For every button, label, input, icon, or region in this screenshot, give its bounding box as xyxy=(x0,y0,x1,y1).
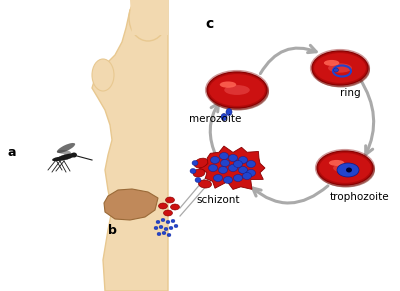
Text: merozoite: merozoite xyxy=(189,114,241,124)
Ellipse shape xyxy=(195,178,201,182)
Ellipse shape xyxy=(224,177,232,184)
FancyArrowPatch shape xyxy=(260,45,316,74)
Ellipse shape xyxy=(220,159,230,166)
Ellipse shape xyxy=(207,74,269,111)
Ellipse shape xyxy=(174,224,178,228)
Ellipse shape xyxy=(238,157,248,164)
Text: ring: ring xyxy=(340,88,360,98)
Ellipse shape xyxy=(161,218,165,222)
Ellipse shape xyxy=(167,233,171,237)
Ellipse shape xyxy=(228,164,238,171)
Ellipse shape xyxy=(193,169,205,177)
Text: schizont: schizont xyxy=(196,195,240,205)
Ellipse shape xyxy=(312,52,370,88)
Ellipse shape xyxy=(164,227,168,231)
Polygon shape xyxy=(104,189,158,220)
Ellipse shape xyxy=(129,0,167,41)
Ellipse shape xyxy=(234,161,242,168)
FancyArrowPatch shape xyxy=(210,103,219,157)
Ellipse shape xyxy=(154,226,158,230)
Ellipse shape xyxy=(164,210,172,216)
Ellipse shape xyxy=(238,166,248,173)
Ellipse shape xyxy=(337,163,359,177)
Ellipse shape xyxy=(208,164,218,171)
Ellipse shape xyxy=(158,203,168,209)
Ellipse shape xyxy=(92,59,114,91)
Polygon shape xyxy=(199,146,265,189)
Polygon shape xyxy=(130,0,168,35)
Ellipse shape xyxy=(194,158,208,168)
Ellipse shape xyxy=(333,163,357,173)
Ellipse shape xyxy=(220,81,236,88)
Ellipse shape xyxy=(317,151,373,185)
Ellipse shape xyxy=(157,232,161,236)
Ellipse shape xyxy=(192,161,198,166)
Ellipse shape xyxy=(169,226,173,230)
Ellipse shape xyxy=(57,150,71,154)
Polygon shape xyxy=(92,0,168,291)
Ellipse shape xyxy=(334,68,338,72)
Ellipse shape xyxy=(162,231,166,235)
Text: a: a xyxy=(7,146,16,159)
Ellipse shape xyxy=(198,180,212,188)
Ellipse shape xyxy=(214,175,222,182)
Ellipse shape xyxy=(226,109,232,116)
Ellipse shape xyxy=(210,157,220,164)
Ellipse shape xyxy=(71,152,77,157)
Ellipse shape xyxy=(57,143,75,153)
Text: trophozoite: trophozoite xyxy=(330,192,390,202)
Ellipse shape xyxy=(166,220,170,224)
Ellipse shape xyxy=(171,219,175,223)
Ellipse shape xyxy=(312,51,368,85)
Ellipse shape xyxy=(220,152,228,159)
Ellipse shape xyxy=(328,63,352,73)
FancyArrowPatch shape xyxy=(360,78,374,155)
Ellipse shape xyxy=(52,157,64,161)
Ellipse shape xyxy=(329,160,344,166)
Text: b: b xyxy=(108,223,117,237)
Ellipse shape xyxy=(156,220,160,224)
Ellipse shape xyxy=(207,72,267,108)
Text: c: c xyxy=(205,17,213,31)
Ellipse shape xyxy=(317,152,375,187)
Ellipse shape xyxy=(57,154,75,160)
Ellipse shape xyxy=(221,113,227,120)
Ellipse shape xyxy=(190,168,196,173)
Ellipse shape xyxy=(246,169,256,177)
Ellipse shape xyxy=(234,175,242,182)
FancyArrowPatch shape xyxy=(253,186,328,203)
Ellipse shape xyxy=(159,225,163,229)
Ellipse shape xyxy=(242,173,252,180)
Ellipse shape xyxy=(346,168,352,173)
Ellipse shape xyxy=(218,166,228,173)
Ellipse shape xyxy=(166,197,174,203)
Ellipse shape xyxy=(170,204,180,210)
Ellipse shape xyxy=(324,60,339,66)
Ellipse shape xyxy=(246,161,256,168)
Ellipse shape xyxy=(224,85,250,95)
Ellipse shape xyxy=(228,155,238,162)
